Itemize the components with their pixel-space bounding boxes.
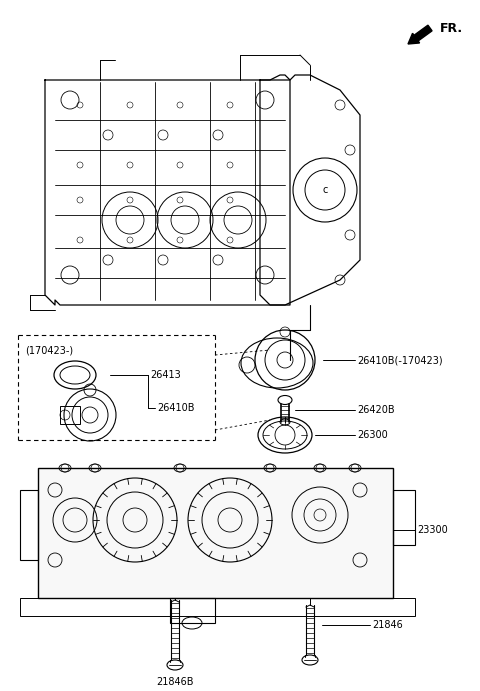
Text: 26413: 26413 — [150, 370, 181, 380]
Text: 21846B: 21846B — [156, 677, 194, 687]
Bar — [170, 598, 215, 623]
Bar — [20, 490, 38, 560]
Text: 26420B: 26420B — [357, 405, 395, 415]
Text: 26410B(-170423): 26410B(-170423) — [357, 355, 443, 365]
Bar — [20, 598, 415, 616]
Text: 26410B: 26410B — [157, 403, 194, 413]
Text: c: c — [322, 185, 328, 195]
Bar — [393, 490, 415, 545]
Text: (170423-): (170423-) — [25, 345, 73, 355]
Text: 21846: 21846 — [372, 620, 403, 630]
Text: 26300: 26300 — [357, 430, 388, 440]
Text: FR.: FR. — [440, 22, 463, 35]
Bar — [38, 468, 393, 598]
Text: 23300: 23300 — [417, 525, 448, 535]
FancyArrow shape — [408, 25, 432, 44]
Bar — [60, 406, 80, 424]
